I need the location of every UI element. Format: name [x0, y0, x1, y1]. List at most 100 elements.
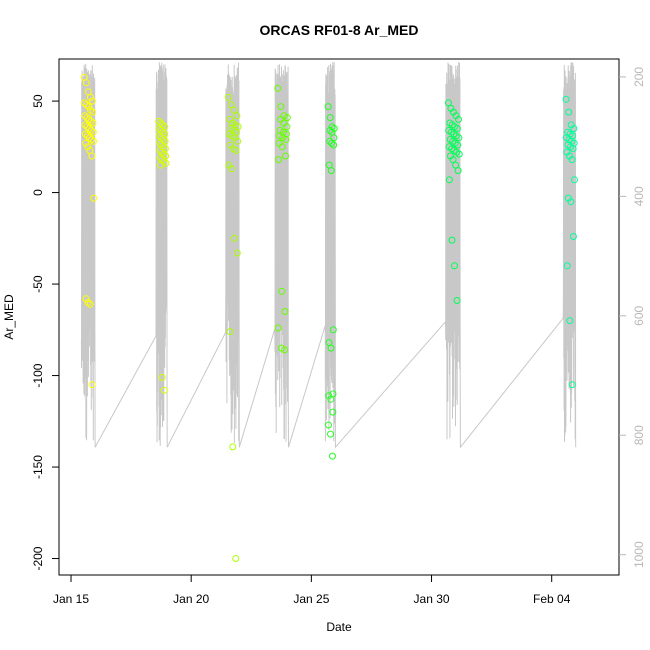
- flight-series-rf05: [324, 103, 338, 460]
- data-point: [329, 452, 336, 460]
- data-point: [326, 137, 334, 145]
- data-point: [90, 194, 98, 202]
- data-point: [233, 249, 241, 257]
- data-point: [326, 114, 334, 122]
- data-point: [563, 262, 571, 270]
- data-point: [232, 555, 240, 562]
- data-point: [330, 125, 338, 132]
- data-point: [83, 101, 91, 109]
- data-point: [329, 408, 337, 416]
- y-tick-label: -150: [31, 455, 45, 479]
- data-point: [444, 99, 452, 107]
- data-point: [568, 156, 576, 164]
- data-point: [324, 103, 332, 111]
- data-point: [160, 158, 168, 165]
- data-point: [85, 103, 93, 111]
- data-point: [224, 93, 232, 101]
- data-point: [275, 156, 283, 164]
- y-tick-label: 50: [31, 94, 45, 108]
- flight-series-rf04: [274, 84, 291, 354]
- data-points: [80, 73, 578, 562]
- x-tick-label: Jan 30: [414, 592, 450, 606]
- data-point: [155, 132, 163, 140]
- data-point: [452, 161, 460, 169]
- data-point: [448, 236, 456, 244]
- data-point: [83, 123, 91, 131]
- pressure-trace: [80, 61, 577, 449]
- data-point: [281, 308, 289, 315]
- data-point: [326, 126, 334, 134]
- data-point: [86, 93, 94, 101]
- data-point: [453, 297, 461, 304]
- y-tick-label: 0: [31, 189, 45, 196]
- data-point: [283, 114, 291, 122]
- flight-series-rf07: [562, 95, 578, 389]
- data-point: [83, 114, 91, 122]
- data-point: [160, 386, 168, 394]
- data-point: [283, 123, 291, 131]
- plot-frame: [58, 58, 620, 576]
- data-point: [278, 143, 286, 151]
- data-point: [282, 136, 290, 143]
- flight-series-rf02: [155, 117, 170, 394]
- y-tick-label: -100: [31, 363, 45, 387]
- data-point: [449, 156, 457, 164]
- data-point: [453, 125, 461, 132]
- data-point: [86, 300, 94, 308]
- right-tick-label: 200: [632, 67, 646, 87]
- data-point: [88, 152, 96, 160]
- data-point: [327, 430, 334, 438]
- right-tick-label: 1000: [632, 541, 646, 568]
- data-point: [274, 84, 282, 92]
- data-point: [156, 147, 164, 154]
- data-point: [569, 233, 577, 240]
- data-point: [226, 328, 234, 336]
- data-point: [325, 421, 332, 429]
- data-point: [454, 141, 462, 149]
- data-point: [567, 198, 575, 206]
- data-point: [88, 136, 95, 143]
- y-tick-label: -50: [31, 275, 45, 293]
- data-point: [568, 381, 576, 389]
- data-point: [85, 115, 93, 123]
- data-point: [156, 161, 164, 169]
- data-point: [82, 295, 90, 303]
- flight-series-rf01: [80, 73, 98, 389]
- data-point: [570, 125, 578, 132]
- data-point: [158, 373, 166, 381]
- flight-series-rf03: [224, 93, 242, 562]
- y-tick-label: -200: [31, 546, 45, 570]
- right-tick-label: 400: [632, 186, 646, 206]
- x-tick-label: Feb 04: [533, 592, 571, 606]
- data-point: [569, 145, 577, 153]
- y-axis-label: Ar_MED: [2, 294, 16, 340]
- data-point: [156, 139, 164, 147]
- right-tick-label: 600: [632, 305, 646, 325]
- pressure-line: [80, 61, 577, 449]
- data-point: [156, 154, 164, 162]
- data-point: [454, 167, 462, 175]
- data-point: [274, 324, 282, 332]
- data-point: [233, 112, 241, 120]
- data-point: [328, 139, 336, 147]
- data-point: [281, 346, 289, 354]
- data-point: [327, 344, 335, 352]
- data-point: [81, 130, 89, 138]
- data-point: [229, 443, 237, 451]
- data-point: [278, 287, 286, 295]
- data-point: [155, 125, 163, 132]
- data-point: [81, 121, 89, 129]
- chart-title: ORCAS RF01-8 Ar_MED: [260, 22, 419, 38]
- data-point: [282, 152, 289, 160]
- data-point: [451, 262, 458, 270]
- data-point: [89, 128, 97, 136]
- data-point: [88, 381, 96, 389]
- data-point: [83, 132, 91, 140]
- data-point: [325, 392, 333, 400]
- data-point: [562, 95, 570, 103]
- data-point: [329, 326, 337, 334]
- data-point: [89, 119, 97, 127]
- x-tick-label: Jan 20: [173, 592, 209, 606]
- data-point: [230, 106, 238, 114]
